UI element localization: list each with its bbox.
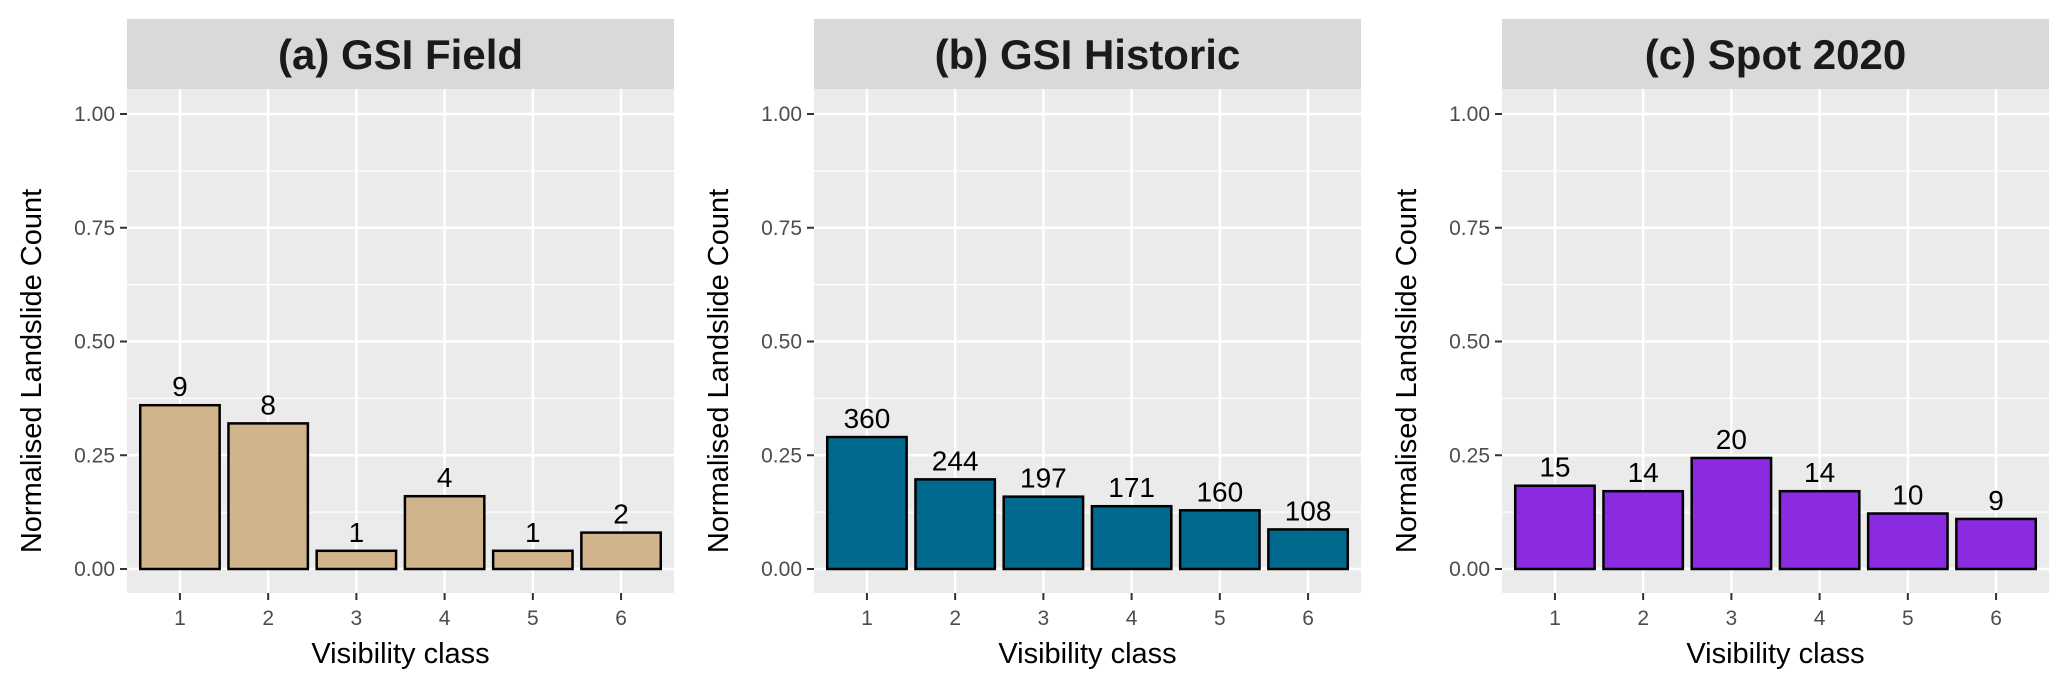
y-tick-label: 0.75: [1449, 217, 1490, 240]
bar-1: [825, 435, 908, 571]
facet-title: (a) GSI Field: [278, 31, 523, 78]
y-tick-label: 0.00: [761, 558, 802, 581]
x-tick-label: 6: [1990, 607, 2002, 630]
x-axis-title: Visibility class: [311, 638, 489, 670]
x-axis-title: Visibility class: [1686, 638, 1864, 670]
y-tick-label: 0.25: [761, 444, 802, 467]
bar-5: [1866, 512, 1949, 571]
bar-4: [1778, 489, 1861, 571]
bar-value-label: 15: [1539, 452, 1570, 483]
bar-value-label: 20: [1716, 424, 1747, 455]
bar-value-label: 197: [1020, 463, 1067, 494]
bar-value-label: 10: [1892, 479, 1923, 510]
x-tick-label: 1: [174, 607, 186, 630]
bar-5: [491, 549, 574, 571]
y-tick-label: 0.25: [1449, 444, 1490, 467]
bar-6: [580, 531, 663, 571]
x-tick-label: 5: [527, 607, 539, 630]
x-tick-label: 1: [861, 607, 873, 630]
y-tick-label: 0.50: [1449, 331, 1490, 354]
bar-value-label: 9: [1988, 485, 2004, 516]
y-axis-title: Normalised Landslide Count: [1391, 189, 1423, 553]
bar-value-label: 1: [525, 517, 541, 548]
bar-3: [1690, 456, 1773, 571]
x-tick-label: 6: [615, 607, 627, 630]
bar-value-label: 4: [437, 462, 453, 493]
facet-strip: [127, 19, 674, 89]
facet-title: (c) Spot 2020: [1645, 31, 1906, 78]
y-axis-title: Normalised Landslide Count: [16, 189, 48, 553]
x-tick-label: 6: [1302, 607, 1314, 630]
y-tick-label: 0.50: [74, 331, 115, 354]
x-tick-label: 2: [262, 607, 274, 630]
chart-panel-1: (a) GSI Field 0.00 0.25 0.50 0.75 1.00 9 8 1 4 1 2 1…: [16, 19, 674, 670]
bar-value-label: 2: [613, 499, 629, 530]
bar-value-label: 8: [260, 389, 276, 420]
facet-strip: [814, 19, 1361, 89]
bar-value-label: 14: [1628, 457, 1659, 488]
chart-panel-2: (b) GSI Historic 0.00 0.25 0.50 0.75 1.00 360 2…: [703, 19, 1361, 670]
bar-value-label: 244: [932, 445, 979, 476]
bar-2: [227, 422, 310, 571]
x-tick-label: 4: [439, 607, 451, 630]
bar-1: [1513, 484, 1596, 571]
facet-strip: [1502, 19, 2049, 89]
x-tick-label: 3: [351, 607, 363, 630]
x-tick-label: 3: [1726, 607, 1738, 630]
y-tick-label: 0.50: [761, 331, 802, 354]
x-tick-label: 4: [1814, 607, 1826, 630]
bar-1: [138, 403, 221, 571]
y-tick-label: 1.00: [74, 103, 115, 126]
bar-value-label: 14: [1804, 457, 1835, 488]
bar-6: [1267, 528, 1350, 571]
bar-value-label: 1: [349, 517, 365, 548]
y-tick-label: 0.00: [1449, 558, 1490, 581]
bar-value-label: 108: [1285, 495, 1332, 526]
bar-6: [1955, 517, 2038, 571]
x-axis-title: Visibility class: [998, 638, 1176, 670]
bar-3: [315, 549, 398, 571]
bar-5: [1178, 509, 1261, 571]
x-tick-label: 5: [1214, 607, 1226, 630]
bar-4: [403, 494, 486, 571]
y-tick-label: 1.00: [1449, 103, 1490, 126]
bar-value-label: 360: [844, 403, 891, 434]
x-tick-label: 1: [1549, 607, 1561, 630]
bar-2: [1602, 489, 1685, 571]
bar-value-label: 160: [1196, 476, 1243, 507]
x-tick-label: 4: [1126, 607, 1138, 630]
y-tick-label: 0.00: [74, 558, 115, 581]
y-tick-label: 0.75: [761, 217, 802, 240]
bar-value-label: 9: [172, 371, 188, 402]
y-axis-title: Normalised Landslide Count: [703, 189, 735, 553]
bar-3: [1002, 495, 1085, 571]
bar-2: [914, 478, 997, 571]
y-tick-label: 0.25: [74, 444, 115, 467]
bar-value-label: 171: [1108, 472, 1155, 503]
bar-4: [1090, 504, 1173, 571]
y-tick-label: 0.75: [74, 217, 115, 240]
x-tick-label: 3: [1038, 607, 1050, 630]
y-tick-label: 1.00: [761, 103, 802, 126]
facet-title: (b) GSI Historic: [935, 31, 1241, 78]
x-tick-label: 5: [1902, 607, 1914, 630]
x-tick-label: 2: [1637, 607, 1649, 630]
x-tick-label: 2: [949, 607, 961, 630]
